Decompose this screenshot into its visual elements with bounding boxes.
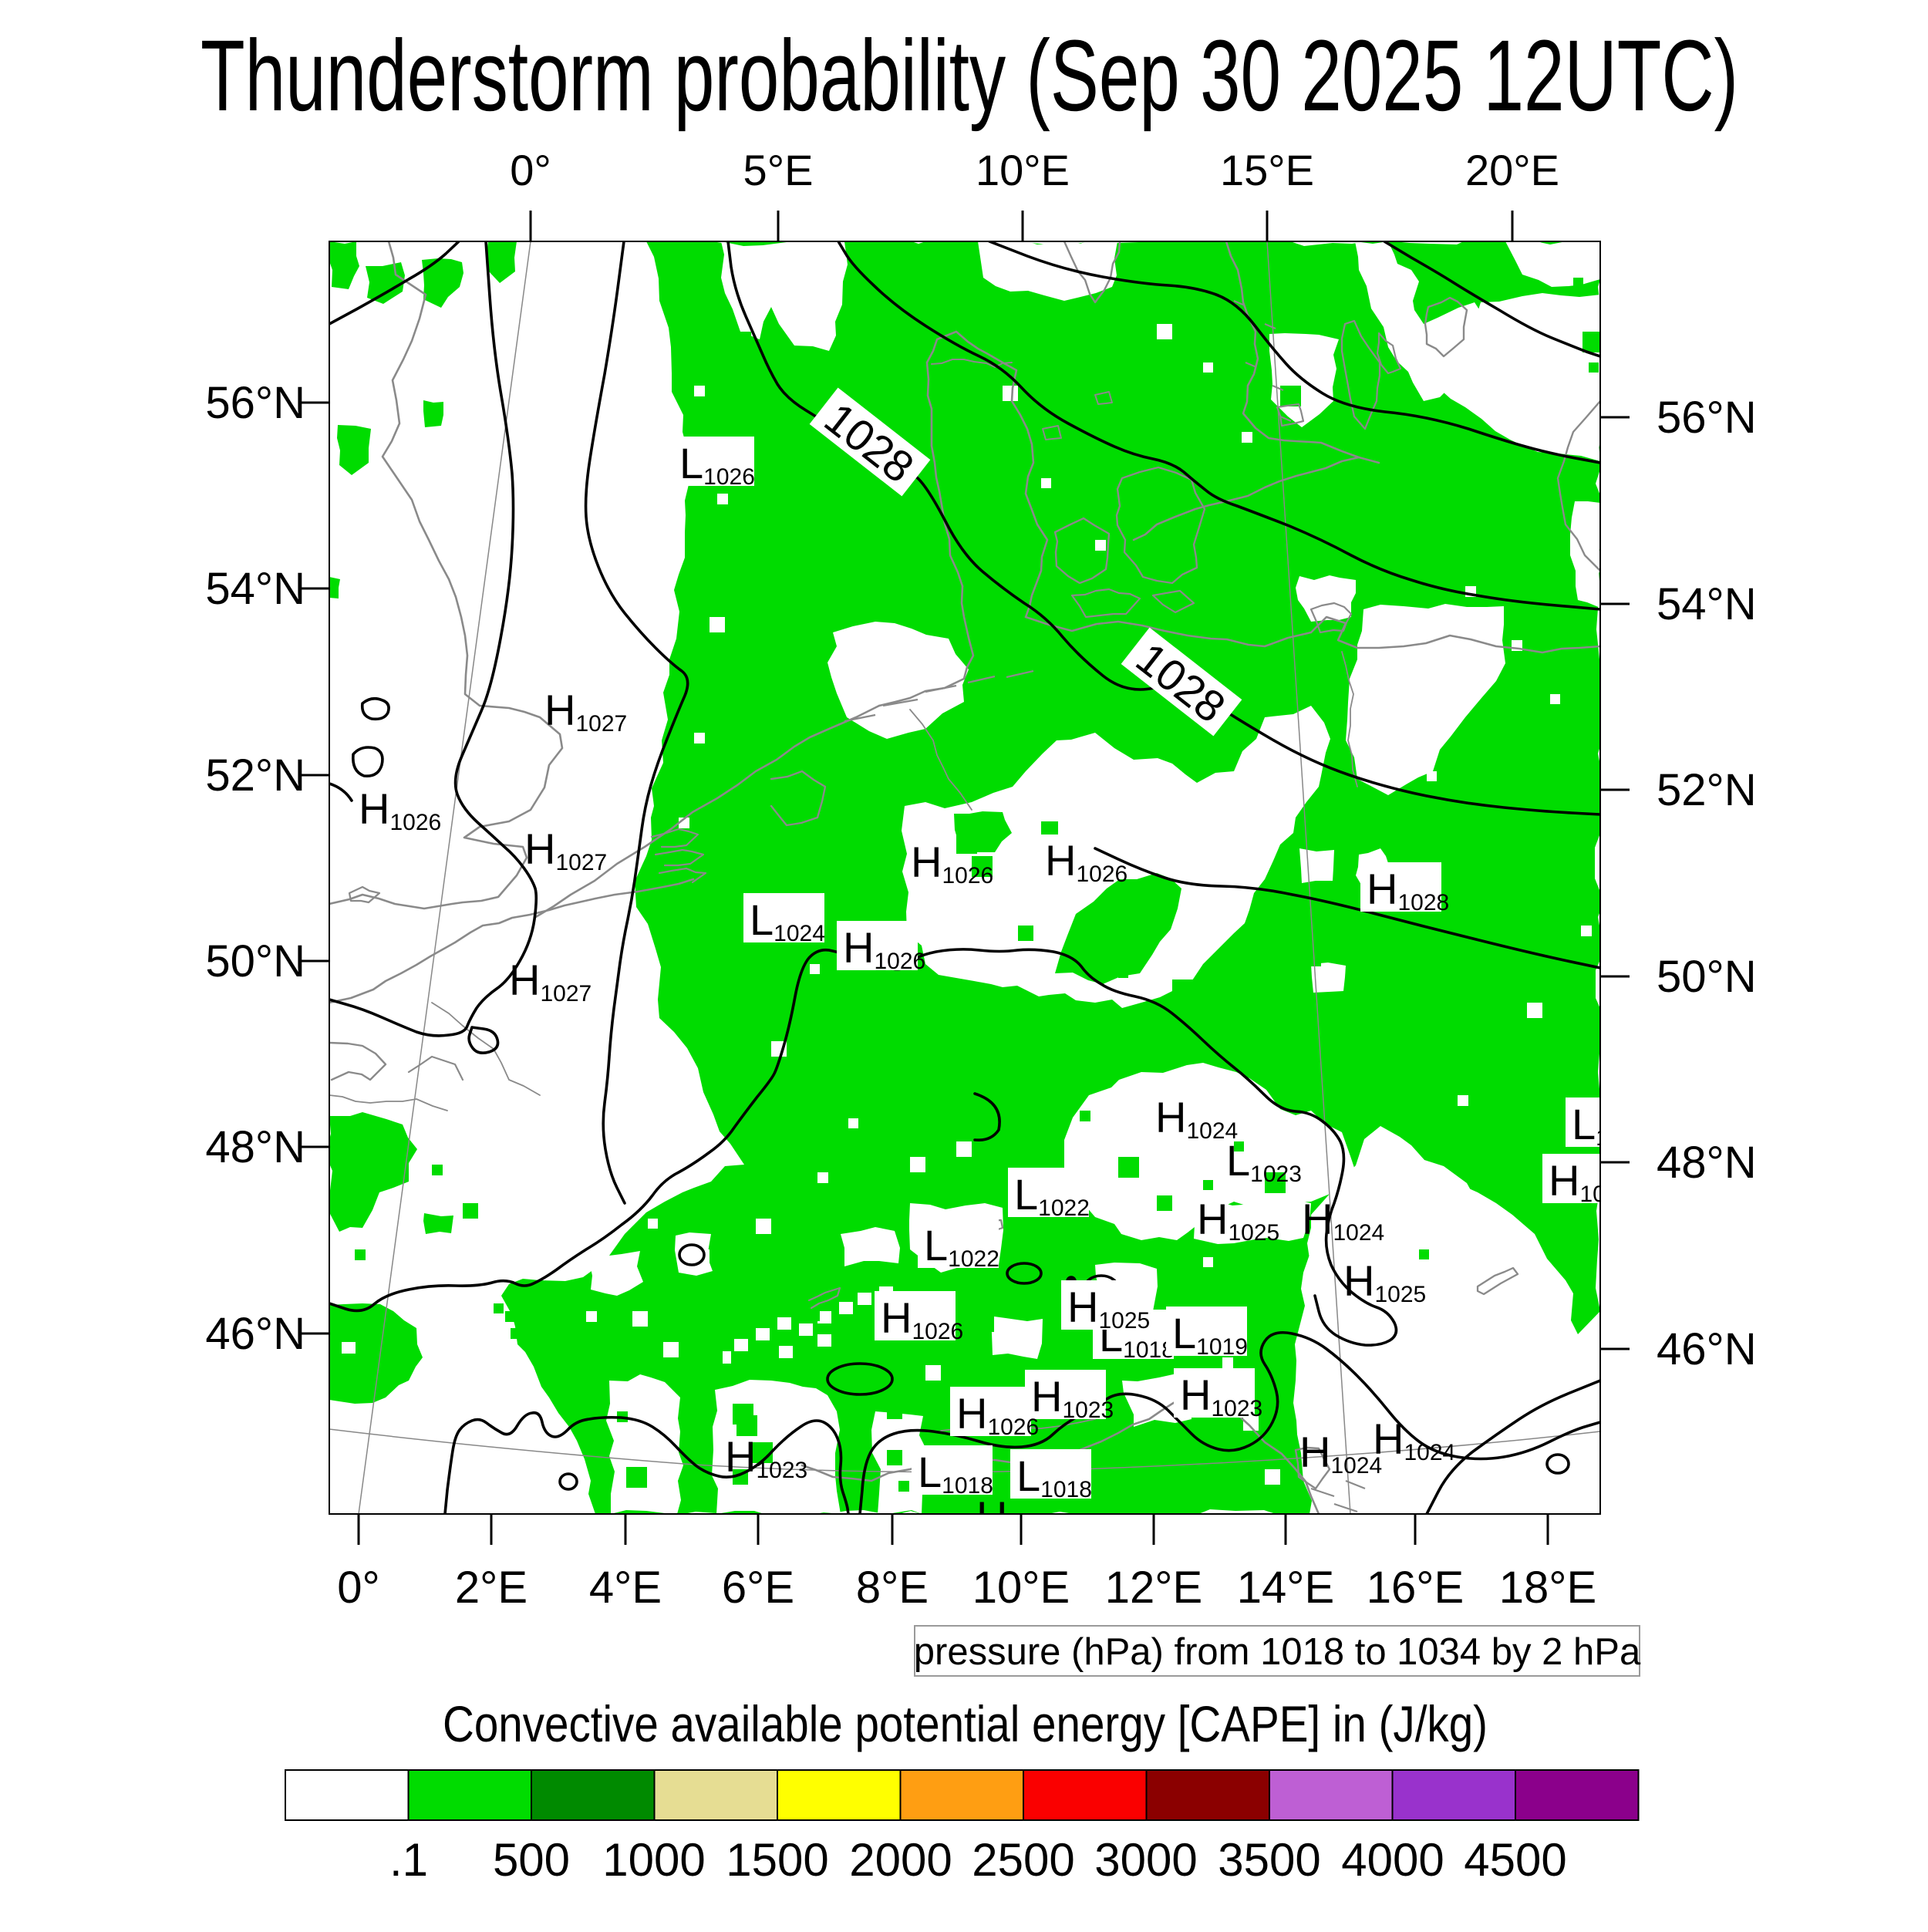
svg-text:3500: 3500 [1218,1834,1320,1886]
svg-text:6°E: 6°E [722,1563,794,1613]
svg-text:52°N: 52°N [205,750,305,801]
svg-text:10°E: 10°E [976,146,1070,194]
svg-text:16°E: 16°E [1367,1563,1464,1613]
svg-text:2000: 2000 [849,1834,952,1886]
svg-text:5°E: 5°E [743,146,814,194]
svg-text:10°E: 10°E [972,1563,1070,1613]
svg-text:48°N: 48°N [205,1122,305,1172]
svg-text:L10: L10 [1572,1100,1622,1151]
svg-text:500: 500 [493,1834,570,1886]
svg-text:1500: 1500 [726,1834,828,1886]
svg-text:52°N: 52°N [1657,765,1757,815]
svg-text:2500: 2500 [972,1834,1074,1886]
svg-text:54°N: 54°N [205,564,305,614]
svg-text:4500: 4500 [1464,1834,1566,1886]
svg-text:56°N: 56°N [205,378,305,428]
svg-text:48°N: 48°N [1657,1138,1757,1188]
svg-text:50°N: 50°N [205,936,305,986]
svg-text:.1: .1 [389,1834,428,1886]
svg-text:20°E: 20°E [1465,146,1559,194]
svg-text:1000: 1000 [602,1834,705,1886]
svg-text:3000: 3000 [1094,1834,1197,1886]
svg-text:46°N: 46°N [205,1309,305,1359]
svg-text:8°E: 8°E [856,1563,929,1613]
svg-text:54°N: 54°N [1657,579,1757,629]
svg-text:50°N: 50°N [1657,952,1757,1002]
svg-text:4000: 4000 [1341,1834,1444,1886]
svg-text:56°N: 56°N [1657,393,1757,443]
svg-text:2°E: 2°E [455,1563,528,1613]
svg-text:18°E: 18°E [1499,1563,1596,1613]
svg-text:4°E: 4°E [589,1563,662,1613]
svg-text:pressure (hPa) from 1018 to 10: pressure (hPa) from 1018 to 1034 by 2 hP… [914,1631,1641,1673]
svg-text:0°: 0° [337,1563,379,1613]
svg-text:Thunderstorm probability (Sep: Thunderstorm probability (Sep 30 2025 12… [201,19,1738,132]
svg-text:14°E: 14°E [1237,1563,1334,1613]
svg-text:15°E: 15°E [1220,146,1314,194]
svg-text:0°: 0° [510,146,551,194]
svg-text:Convective available potential: Convective available potential energy [C… [443,1695,1488,1752]
svg-text:12°E: 12°E [1105,1563,1202,1613]
svg-text:46°N: 46°N [1657,1324,1757,1374]
